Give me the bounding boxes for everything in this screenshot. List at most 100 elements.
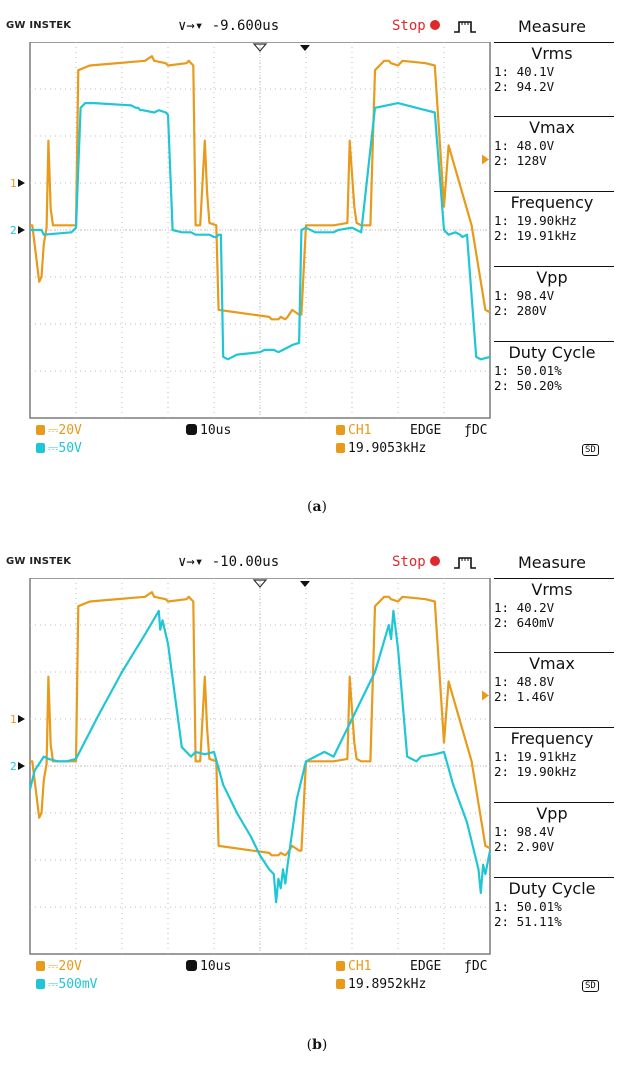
timebase: 10us [186,959,231,974]
waveform-display: 12 [10,578,492,955]
trigger-coupling-value: DC [471,423,488,438]
trigger-type: EDGE [410,959,442,974]
measure-title: Measure [518,553,586,572]
timebase: 10us [186,423,231,438]
horizontal-position-value: -10.00us [211,554,280,570]
horizontal-position-icon [300,581,310,587]
horizontal-position-readout: ∨→▾ -9.600us [178,18,279,34]
measure-separator [494,116,614,117]
measure-ch1-value: 1: 40.1V [494,64,555,79]
measure-vpp: Vpp 1: 98.4V 2: 2.90V [490,804,614,854]
horizontal-position-readout: ∨→▾ -10.00us [178,554,279,570]
measure-vpp: Vpp 1: 98.4V 2: 280V [490,268,614,318]
measure-frequency: Frequency 1: 19.90kHz 2: 19.91kHz [490,193,614,243]
trigger-source: CH1 [336,423,371,438]
measure-ch2-value: 2: 19.91kHz [494,228,577,243]
measure-duty-cycle: Duty Cycle 1: 50.01% 2: 50.20% [490,343,614,393]
trigger-frequency-value: 19.8952kHz [348,977,427,992]
trigger-badge-icon [336,961,345,971]
ch1-marker-icon [18,179,25,187]
trigger-position-icon [252,43,268,52]
measure-ch2-value: 2: 19.90kHz [494,764,577,779]
measure-ch2-value: 2: 50.20% [494,378,562,393]
trigger-coupling: ƒDC [464,959,487,974]
trigger-coupling: ƒDC [464,423,487,438]
ch2-marker-icon [18,226,25,234]
ch1-marker-label: 1 [10,713,17,726]
trigger-badge-icon [336,425,345,435]
measure-separator [494,652,614,653]
ch1-marker-label: 1 [10,177,17,190]
measure-separator [494,802,614,803]
ch1-scale: ⎓20V [36,423,82,438]
ch2-badge-icon [36,443,45,453]
measure-name: Duty Cycle [508,343,596,362]
measure-ch1-value: 1: 19.91kHz [494,749,577,764]
trigger-frequency: 19.8952kHz [336,977,426,992]
trigger-coupling-value: DC [471,959,488,974]
measure-ch1-value: 1: 48.8V [494,674,555,689]
ch2-marker-label: 2 [10,760,17,773]
measure-title: Measure [518,17,586,36]
ch1-scale: ⎓20V [36,959,82,974]
measure-ch1-value: 1: 40.2V [494,600,555,615]
ch2-scale: ⎓50V [36,441,82,456]
ch2-marker-label: 2 [10,224,17,237]
measure-ch2-value: 2: 640mV [494,615,555,630]
horizontal-arrows-icon: ∨→▾ [178,18,212,34]
horizontal-position-icon [300,45,310,51]
measure-separator [494,341,614,342]
horizontal-position-value: -9.600us [211,18,280,34]
measure-ch2-value: 2: 128V [494,153,547,168]
measure-separator [494,727,614,728]
measure-separator [494,877,614,878]
stop-indicator-icon [429,556,440,566]
ch1-scale-value: 20V [58,959,82,974]
measure-ch1-value: 1: 98.4V [494,824,555,839]
trace-ch2 [28,609,492,904]
trace-ch1 [30,55,491,321]
measure-panel: Vrms 1: 40.2V 2: 640mV Vmax 1: 48.8V 2: … [490,578,614,952]
main-timebase-icon [186,960,197,971]
ch1-scale-value: 20V [58,423,82,438]
run-state-label: Stop [392,18,426,34]
measure-name: Vmax [529,118,575,137]
measure-vmax: Vmax 1: 48.0V 2: 128V [490,118,614,168]
stop-indicator-icon [429,20,440,30]
measure-name: Frequency [510,193,594,212]
trigger-type: EDGE [410,423,442,438]
ch2-scale-value: 500mV [58,977,98,992]
rising-edge-icon: ƒ [464,423,472,438]
sd-card-icon: SD [582,980,599,992]
measure-separator [494,266,614,267]
trigger-source: CH1 [336,959,371,974]
trigger-level-icon [482,690,489,701]
measure-ch1-value: 1: 98.4V [494,288,555,303]
measure-frequency: Frequency 1: 19.91kHz 2: 19.90kHz [490,729,614,779]
measure-ch1-value: 1: 50.01% [494,363,562,378]
waveform-display: 12 [10,42,491,419]
measure-ch2-value: 2: 280V [494,303,547,318]
measure-ch1-value: 1: 50.01% [494,899,562,914]
trigger-badge-icon [336,979,345,989]
trigger-badge-icon [336,443,345,453]
measure-separator [494,191,614,192]
scope-status-bar: ⎓20V ⎓50V 10us CH1 EDGE ƒDC 19.9053kHz S… [0,420,614,460]
trace-ch2 [30,101,491,361]
caption-letter: b [312,1037,322,1053]
trigger-frequency: 19.9053kHz [336,441,426,456]
measure-name: Vrms [531,580,573,599]
timebase-value: 10us [200,423,232,438]
timebase-value: 10us [200,959,232,974]
figure-caption-b: (b) [306,1037,328,1053]
measure-ch2-value: 2: 2.90V [494,839,555,854]
trigger-source-value: CH1 [348,423,372,438]
measure-duty-cycle: Duty Cycle 1: 50.01% 2: 51.11% [490,879,614,929]
brand-logo: GW INSTEK [6,20,72,31]
graticule-grid [30,578,490,954]
measure-vrms: Vrms 1: 40.1V 2: 94.2V [490,44,614,94]
measure-ch1-value: 1: 48.0V [494,138,555,153]
horizontal-arrows-icon: ∨→▾ [178,554,212,570]
